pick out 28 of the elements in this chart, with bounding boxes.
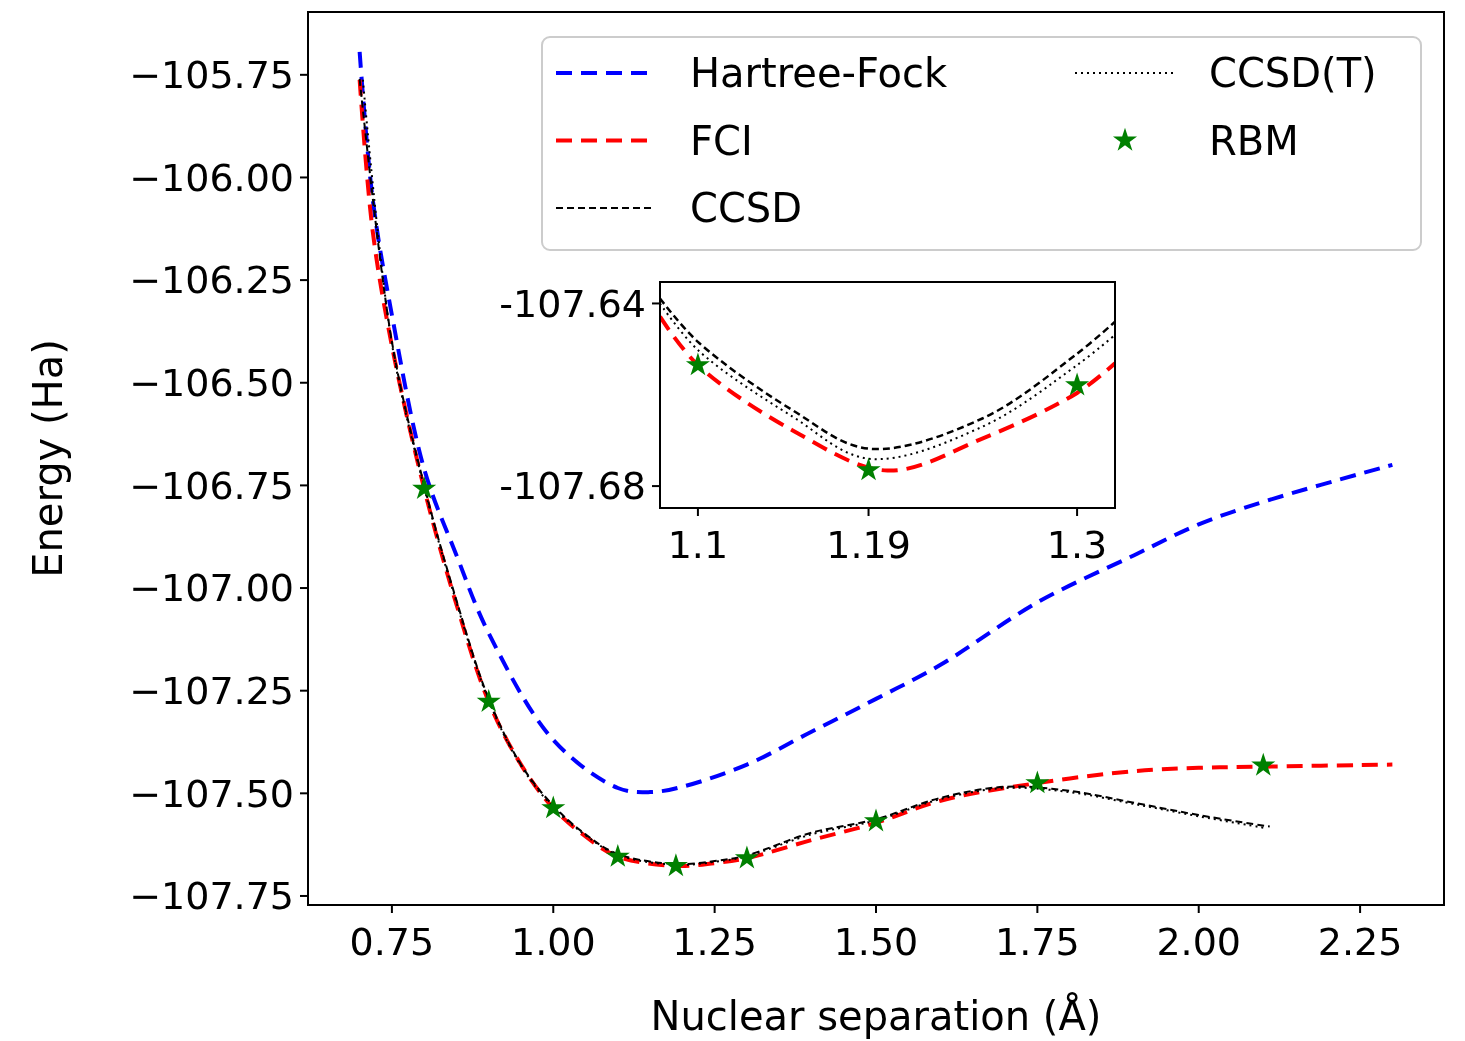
x-tick-label: 1.19 xyxy=(826,523,911,567)
x-tick-label: 1.3 xyxy=(1046,523,1108,567)
x-tick-label: 2.25 xyxy=(1317,920,1403,964)
x-tick-label: 1.1 xyxy=(667,523,729,567)
legend-label: CCSD xyxy=(690,185,803,231)
y-tick-label: −107.25 xyxy=(129,668,294,713)
y-tick-label: −107.75 xyxy=(129,874,294,919)
x-tick-label: 0.75 xyxy=(349,920,435,964)
legend-label: CCSD(T) xyxy=(1209,50,1377,96)
y-tick-label: −106.25 xyxy=(129,258,294,303)
y-tick-label: -107.68 xyxy=(499,464,646,509)
x-axis-title: Nuclear separation (Å) xyxy=(650,992,1102,1039)
y-tick-label: −107.50 xyxy=(129,771,294,816)
y-tick-label: −106.75 xyxy=(129,463,294,508)
x-tick-label: 2.00 xyxy=(1156,920,1242,964)
legend-label: RBM xyxy=(1209,117,1299,164)
y-tick-label: -107.64 xyxy=(499,281,646,326)
x-tick-label: 1.00 xyxy=(510,920,596,964)
x-tick-label: 1.25 xyxy=(672,920,757,964)
y-axis-title: Energy (Ha) xyxy=(25,339,71,578)
y-tick-label: −107.00 xyxy=(129,566,294,611)
legend-label: FCI xyxy=(690,117,753,164)
x-tick-label: 1.50 xyxy=(833,920,919,964)
y-tick-label: −106.50 xyxy=(129,361,294,406)
x-tick-label: 1.75 xyxy=(995,920,1080,964)
legend-label: Hartree-Fock xyxy=(690,50,948,96)
y-tick-label: −106.00 xyxy=(129,155,294,200)
y-tick-label: −105.75 xyxy=(129,53,294,98)
